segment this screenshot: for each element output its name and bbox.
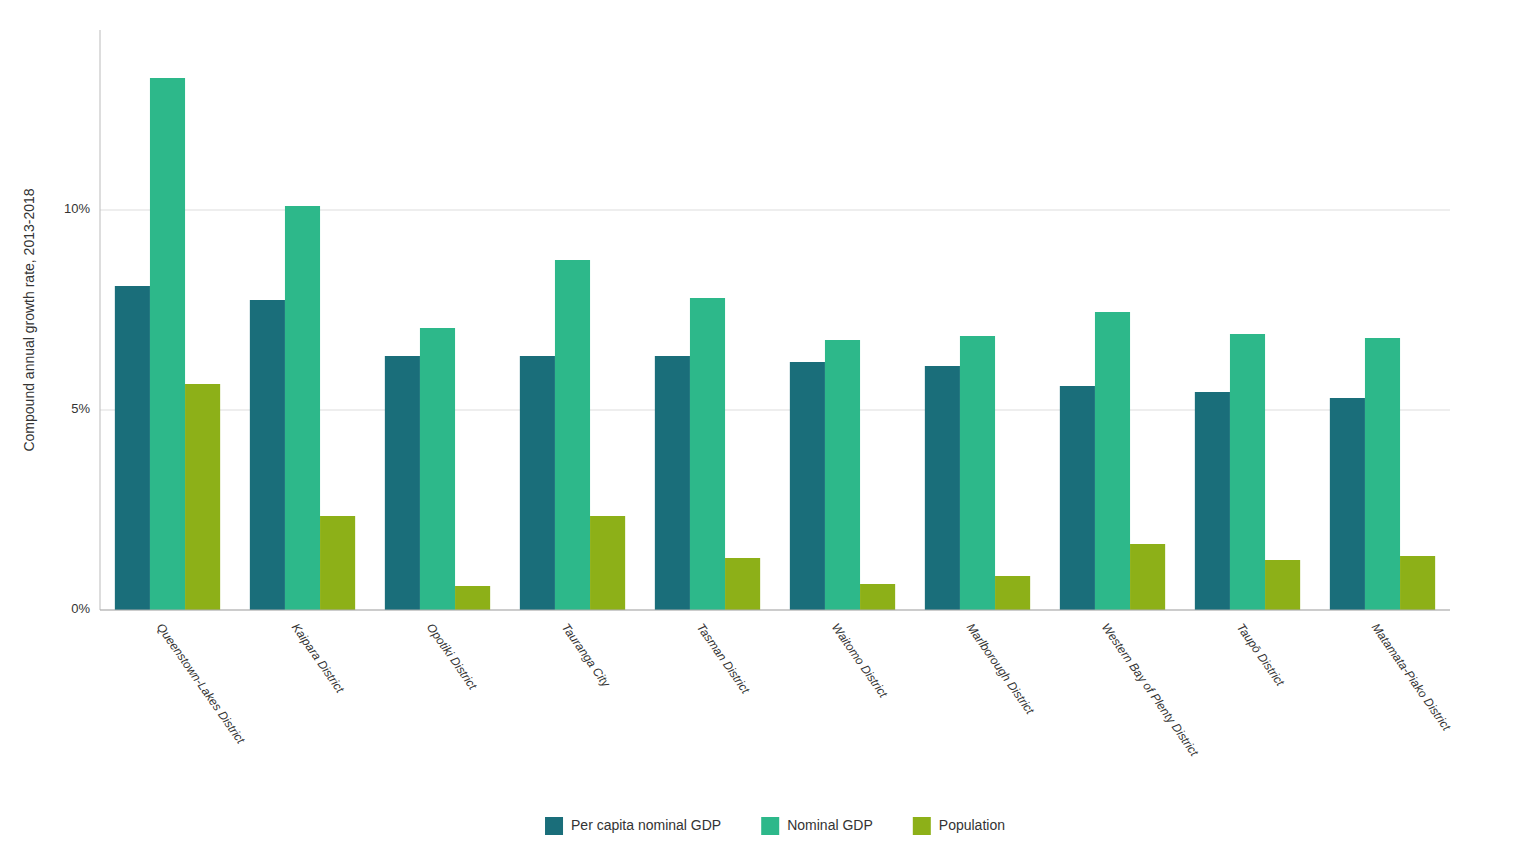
chart-svg: 0% 5% 10% Queenstown-Lakes District Kaipara …: [0, 0, 1540, 856]
x-tick-label: Marlborough District: [964, 621, 1037, 718]
y-tick-label: 0%: [71, 601, 90, 616]
bar: [520, 356, 555, 610]
bar: [960, 336, 995, 610]
legend-item: Population: [913, 817, 1005, 835]
bar: [1400, 556, 1435, 610]
x-tick-label: Western Bay of Plenty District: [1099, 621, 1202, 759]
x-tick-label: Opotiki District: [424, 621, 480, 693]
bar: [1130, 544, 1165, 610]
x-tick-label: Kaipara District: [289, 621, 348, 696]
bar: [555, 260, 590, 610]
bar: [725, 558, 760, 610]
bar: [115, 286, 150, 610]
bar: [925, 366, 960, 610]
x-tick-label: Tasman District: [694, 621, 753, 697]
x-tick-label: Taupō District: [1234, 621, 1288, 689]
legend-item: Nominal GDP: [761, 817, 873, 835]
bar: [420, 328, 455, 610]
x-tick-label: Tauranga City: [559, 621, 614, 691]
bar: [1330, 398, 1365, 610]
bar: [1060, 386, 1095, 610]
legend-label: Population: [939, 817, 1005, 833]
bar: [455, 586, 490, 610]
bar: [1230, 334, 1265, 610]
bar: [1195, 392, 1230, 610]
legend-swatch: [761, 817, 779, 835]
bar: [1265, 560, 1300, 610]
y-tick-label: 10%: [64, 201, 90, 216]
x-tick-label: Waitomo District: [829, 621, 891, 701]
bar: [690, 298, 725, 610]
x-tick-label: Matamata-Piako District: [1369, 621, 1454, 734]
legend-swatch: [913, 817, 931, 835]
legend-item: Per capita nominal GDP: [545, 817, 721, 835]
grid-line: [100, 610, 1450, 611]
bars: [115, 78, 1435, 610]
y-tick-label: 5%: [71, 401, 90, 416]
bar: [590, 516, 625, 610]
bar: [825, 340, 860, 610]
y-axis-line: [100, 30, 101, 610]
bar: [250, 300, 285, 610]
bar: [860, 584, 895, 610]
bar: [790, 362, 825, 610]
legend-swatch: [545, 817, 563, 835]
x-axis-line: [100, 610, 1450, 611]
legend-label: Per capita nominal GDP: [571, 817, 721, 833]
bar: [1365, 338, 1400, 610]
chart-container: 0% 5% 10% Queenstown-Lakes District Kaipara …: [0, 0, 1540, 856]
bar: [285, 206, 320, 610]
bar: [995, 576, 1030, 610]
x-tick-label: Queenstown-Lakes District: [154, 621, 248, 747]
legend: Per capita nominal GDP Nominal GDP Populat…: [545, 817, 1005, 835]
legend-label: Nominal GDP: [787, 817, 873, 833]
bar: [655, 356, 690, 610]
bar: [385, 356, 420, 610]
bar: [320, 516, 355, 610]
bar: [1095, 312, 1130, 610]
bar: [185, 384, 220, 610]
y-axis-label: Compound annual growth rate, 2013-2018: [21, 188, 37, 451]
bar: [150, 78, 185, 610]
